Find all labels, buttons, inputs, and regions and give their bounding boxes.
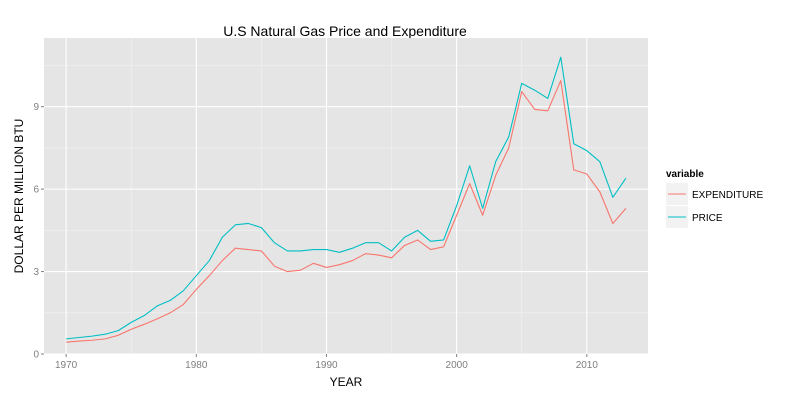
y-tick-label: 6 bbox=[33, 185, 39, 196]
grid-minor bbox=[44, 38, 648, 354]
legend-item-expenditure: EXPENDITURE bbox=[666, 183, 763, 205]
plot-panel bbox=[44, 38, 648, 354]
x-axis-ticks: 1970 1980 1990 2000 2010 bbox=[55, 354, 598, 371]
x-tick-label: 1980 bbox=[185, 360, 208, 371]
y-axis-title: DOLLAR PER MILLION BTU bbox=[12, 119, 26, 274]
x-tick-label: 1990 bbox=[315, 360, 338, 371]
grid-major bbox=[44, 38, 648, 355]
x-tick-label: 1970 bbox=[55, 360, 78, 371]
series-line-expenditure bbox=[66, 80, 627, 343]
legend: variable EXPENDITURE PRICE bbox=[666, 169, 763, 228]
legend-label: EXPENDITURE bbox=[692, 190, 763, 201]
chart-title: U.S Natural Gas Price and Expenditure bbox=[223, 23, 467, 39]
legend-title: variable bbox=[666, 169, 704, 180]
series-lines bbox=[66, 56, 627, 343]
legend-item-price: PRICE bbox=[666, 206, 723, 228]
x-axis-title: YEAR bbox=[330, 375, 363, 389]
x-tick-label: 2010 bbox=[576, 360, 599, 371]
y-tick-label: 0 bbox=[33, 350, 39, 361]
y-tick-label: 9 bbox=[33, 102, 39, 113]
series-line-price bbox=[66, 56, 627, 340]
legend-label: PRICE bbox=[692, 213, 723, 224]
x-tick-label: 2000 bbox=[446, 360, 469, 371]
y-axis-ticks: 0 3 6 9 bbox=[33, 102, 44, 361]
y-tick-label: 3 bbox=[33, 267, 39, 278]
